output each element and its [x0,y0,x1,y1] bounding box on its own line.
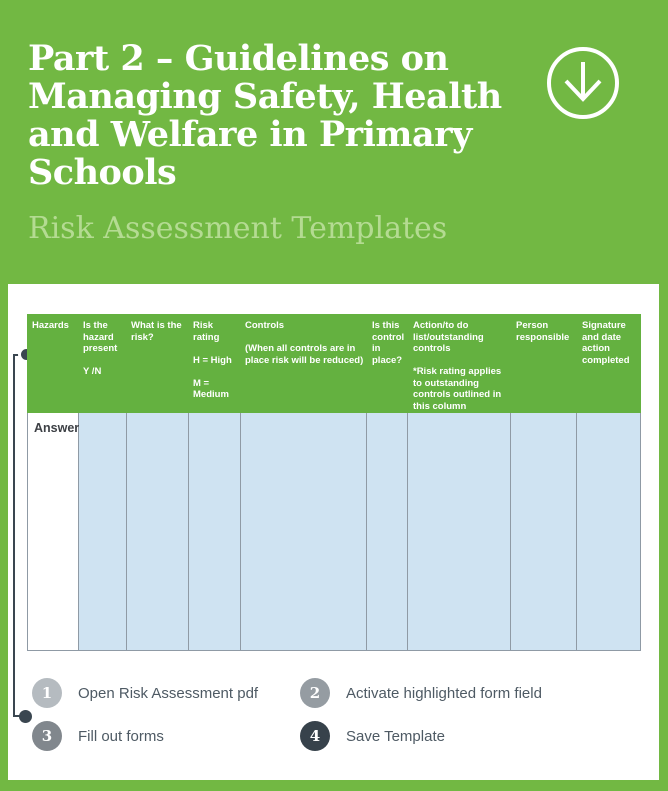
step-number-badge: 2 [300,678,330,708]
step-item-4: 4 Save Template [300,721,445,751]
step-number-badge: 3 [32,721,62,751]
form-field-controls[interactable] [240,413,368,650]
step-label: Save Template [346,727,445,745]
column-header-action-list: Action/to do list/outstanding controls *… [413,320,502,412]
step-item-2: 2 Activate highlighted form field [300,678,542,708]
form-field-signature[interactable] [577,413,641,650]
content-panel: Hazards Is the hazard present Y /N What … [8,284,659,780]
column-header-what-risk: What is the risk? [131,320,182,343]
page-header: Part 2 – Guidelines on Managing Safety, … [0,0,668,284]
page-title: Part 2 – Guidelines on Managing Safety, … [28,38,502,193]
step-label: Fill out forms [78,727,164,745]
risk-assessment-table: Hazards Is the hazard present Y /N What … [27,314,641,651]
column-header-control-in-place: Is this control in place? [372,320,405,366]
bracket-dot-bottom [19,710,32,723]
form-field-person-responsible[interactable] [511,413,578,650]
answer-cell: Answer [28,413,79,650]
download-icon[interactable] [546,46,620,120]
step-number-badge: 4 [300,721,330,751]
table-row: Answer [27,413,641,651]
form-field-control-in-place[interactable] [367,413,409,650]
column-header-hazards: Hazards [32,320,69,331]
form-field-hazard-present[interactable] [79,413,127,650]
form-field-action-list[interactable] [408,413,512,650]
table-header-row: Hazards Is the hazard present Y /N What … [27,314,641,423]
step-number-badge: 1 [32,678,62,708]
step-label: Open Risk Assessment pdf [78,684,259,702]
column-header-controls: Controls (When all controls are in place… [245,320,364,366]
column-header-signature: Signature and date action completed [582,320,630,366]
column-header-hazard-present: Is the hazard present Y /N [83,320,118,377]
column-header-risk-rating: Risk rating H = High M = Medium L = Low [193,320,232,423]
page-subtitle: Risk Assessment Templates [28,211,448,246]
step-item-1: 1 Open Risk Assessment pdf [32,678,258,708]
bracket-line [13,354,15,717]
form-field-risk-rating[interactable] [188,413,241,650]
form-field-what-risk[interactable] [126,413,189,650]
column-header-person-responsible: Person responsible [516,320,570,343]
step-item-3: 3 Fill out forms [32,721,164,751]
step-label: Activate highlighted form field [346,684,542,702]
